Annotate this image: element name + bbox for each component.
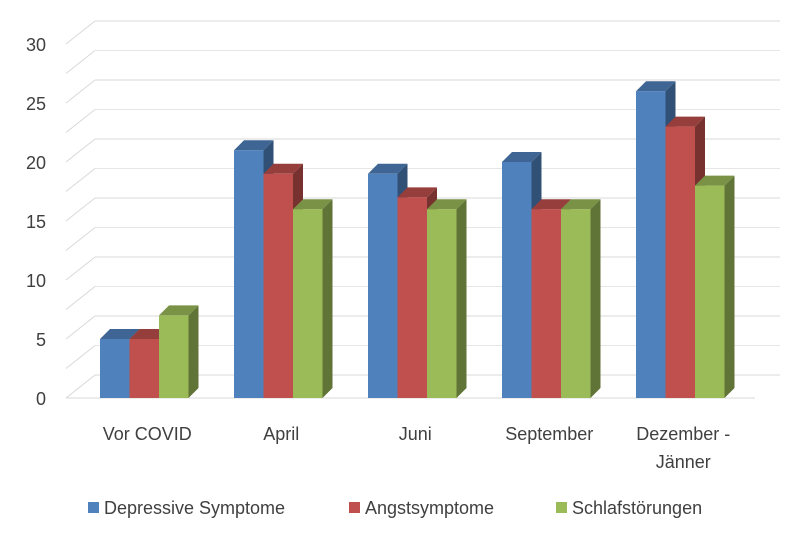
side-wall-gridline — [65, 79, 96, 104]
y-tick-label: 15 — [26, 212, 46, 232]
x-category-label: September — [505, 424, 593, 444]
side-wall-gridline — [65, 168, 96, 192]
legend-label: Angstsymptome — [365, 498, 494, 518]
side-wall-gridline — [65, 138, 96, 163]
side-wall-gridline — [65, 374, 96, 399]
bar — [561, 199, 601, 398]
side-wall-gridline — [65, 286, 96, 310]
x-category-label: April — [263, 424, 299, 444]
side-wall-gridline — [65, 256, 96, 281]
bar — [159, 305, 199, 398]
y-tick-label: 20 — [26, 153, 46, 173]
legend-item: Angstsymptome — [349, 498, 494, 518]
y-tick-label: 5 — [36, 330, 46, 350]
legend: Depressive Symptome Angstsymptome Schlafst… — [88, 498, 702, 518]
bar — [293, 199, 333, 398]
bar — [427, 199, 467, 398]
legend-swatch — [349, 502, 360, 513]
legend-item: Schlafstörungen — [556, 498, 702, 518]
side-wall-gridline — [65, 109, 96, 133]
x-category-label: Juni — [399, 424, 432, 444]
side-wall-gridline — [65, 20, 96, 45]
side-wall-gridline — [65, 197, 96, 222]
x-category-label: Dezember -Jänner — [636, 424, 730, 472]
bars — [100, 81, 735, 398]
side-wall-gridline — [65, 315, 96, 340]
y-tick-label: 30 — [26, 35, 46, 55]
x-category-label: Vor COVID — [103, 424, 192, 444]
y-tick-label: 10 — [26, 271, 46, 291]
legend-swatch — [88, 502, 99, 513]
y-tick-label: 0 — [36, 389, 46, 409]
side-wall-gridline — [65, 50, 96, 74]
legend-item: Depressive Symptome — [88, 498, 285, 518]
y-tick-label: 25 — [26, 94, 46, 114]
side-wall-gridline — [65, 227, 96, 251]
y-axis: 0 5 10 15 20 25 30 — [26, 35, 46, 409]
legend-label: Schlafstörungen — [572, 498, 702, 518]
legend-swatch — [556, 502, 567, 513]
legend-label: Depressive Symptome — [104, 498, 285, 518]
side-wall-gridline — [65, 345, 96, 369]
bar — [695, 175, 735, 398]
x-axis-labels: Vor COVID April Juni September Dezember -Jän… — [103, 424, 731, 472]
